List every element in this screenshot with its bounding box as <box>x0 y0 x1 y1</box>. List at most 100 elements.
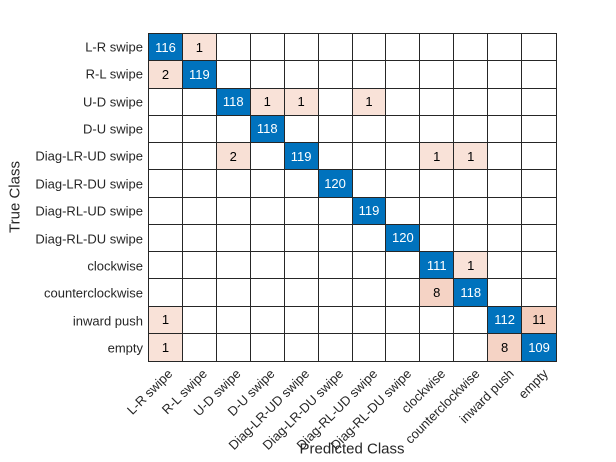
matrix-cell <box>284 115 319 143</box>
matrix-cell <box>488 143 523 171</box>
matrix-cell <box>149 115 183 143</box>
y-tick-label: Diag-LR-UD swipe <box>35 148 143 164</box>
matrix-cell <box>216 333 251 361</box>
matrix-grid: 116 1 2 119 118 1 1 1 118 2 119 1 1 120 119 120 111 1 8 118… <box>148 33 557 362</box>
matrix-cell: 1 <box>420 143 455 171</box>
matrix-cell <box>352 224 387 252</box>
matrix-cell <box>454 333 489 361</box>
matrix-cell <box>250 279 285 307</box>
matrix-cell <box>182 143 217 171</box>
matrix-cell: 118 <box>454 279 489 307</box>
matrix-cell <box>182 279 217 307</box>
matrix-cell <box>284 279 319 307</box>
matrix-cell <box>454 170 489 198</box>
matrix-cell <box>420 333 455 361</box>
matrix-cell: 8 <box>488 333 523 361</box>
matrix-cell <box>182 115 217 143</box>
matrix-cell <box>284 306 319 334</box>
matrix-cell: 111 <box>420 252 455 280</box>
matrix-cell <box>149 197 183 225</box>
matrix-cell <box>352 252 387 280</box>
matrix-cell <box>522 143 556 171</box>
y-tick-label: U-D swipe <box>83 94 143 110</box>
matrix-cell: 119 <box>352 197 387 225</box>
matrix-cell: 1 <box>182 34 217 62</box>
matrix-cell <box>182 170 217 198</box>
matrix-cell <box>386 279 421 307</box>
matrix-cell <box>250 197 285 225</box>
matrix-cell <box>420 88 455 116</box>
matrix-cell <box>488 224 523 252</box>
matrix-cell <box>318 88 353 116</box>
matrix-cell <box>216 279 251 307</box>
y-tick-label: D-U swipe <box>83 121 143 137</box>
matrix-cell <box>216 34 251 62</box>
matrix-cell <box>149 279 183 307</box>
matrix-cell <box>488 115 523 143</box>
y-tick-label: empty <box>107 340 143 356</box>
matrix-cell <box>352 143 387 171</box>
matrix-cell <box>386 143 421 171</box>
matrix-cell <box>149 252 183 280</box>
matrix-cell <box>386 306 421 334</box>
y-tick-label: Diag-LR-DU swipe <box>35 176 143 192</box>
matrix-cell <box>318 115 353 143</box>
matrix-cell <box>318 252 353 280</box>
matrix-cell: 120 <box>386 224 421 252</box>
matrix-cell: 1 <box>352 88 387 116</box>
matrix-cell <box>352 170 387 198</box>
matrix-cell <box>284 224 319 252</box>
matrix-cell <box>216 252 251 280</box>
matrix-cell <box>522 279 556 307</box>
matrix-cell <box>318 34 353 62</box>
matrix-cell <box>352 333 387 361</box>
y-tick-label: Diag-RL-UD swipe <box>35 203 143 219</box>
matrix-cell <box>386 333 421 361</box>
matrix-cell <box>182 197 217 225</box>
matrix-cell <box>216 197 251 225</box>
matrix-cell <box>454 34 489 62</box>
matrix-cell <box>216 115 251 143</box>
matrix-cell <box>454 306 489 334</box>
matrix-cell: 118 <box>250 115 285 143</box>
matrix-cell <box>488 34 523 62</box>
x-tick-label: empty <box>514 366 551 402</box>
matrix-cell: 119 <box>182 61 217 89</box>
matrix-cell <box>454 224 489 252</box>
matrix-cell <box>149 224 183 252</box>
matrix-cell <box>284 197 319 225</box>
matrix-cell <box>522 61 556 89</box>
matrix-cell: 112 <box>488 306 523 334</box>
matrix-cell <box>216 170 251 198</box>
matrix-cell: 119 <box>284 143 319 171</box>
matrix-cell <box>318 306 353 334</box>
matrix-cell <box>420 306 455 334</box>
matrix-cell <box>488 61 523 89</box>
matrix-cell: 1 <box>454 143 489 171</box>
matrix-cell <box>488 170 523 198</box>
matrix-cell <box>386 61 421 89</box>
matrix-cell <box>284 34 319 62</box>
matrix-cell <box>182 306 217 334</box>
matrix-cell <box>182 88 217 116</box>
matrix-cell <box>352 115 387 143</box>
matrix-cell: 1 <box>284 88 319 116</box>
matrix-cell <box>386 88 421 116</box>
matrix-cell: 2 <box>149 61 183 89</box>
matrix-cell <box>284 61 319 89</box>
matrix-cell <box>318 224 353 252</box>
y-tick-label: counterclockwise <box>44 285 143 301</box>
matrix-cell <box>284 170 319 198</box>
matrix-cell <box>318 143 353 171</box>
matrix-cell <box>488 252 523 280</box>
matrix-cell <box>250 306 285 334</box>
matrix-cell <box>250 252 285 280</box>
matrix-cell <box>386 170 421 198</box>
matrix-cell <box>386 34 421 62</box>
matrix-cell <box>352 279 387 307</box>
matrix-cell <box>250 143 285 171</box>
matrix-cell <box>522 34 556 62</box>
matrix-cell: 118 <box>216 88 251 116</box>
matrix-cell <box>420 197 455 225</box>
